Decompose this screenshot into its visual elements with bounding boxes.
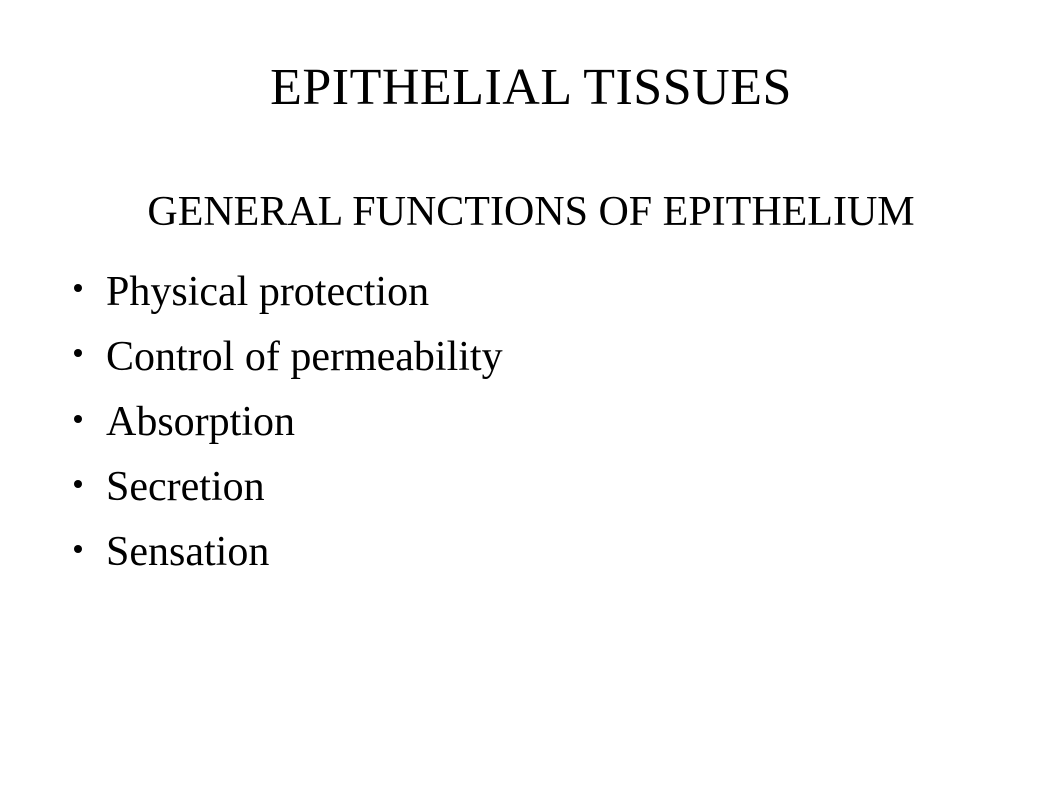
list-item: Sensation [64,520,1022,585]
slide-title: EPITHELIAL TISSUES [0,58,1062,117]
slide: EPITHELIAL TISSUES GENERAL FUNCTIONS OF … [0,0,1062,797]
slide-subtitle: GENERAL FUNCTIONS OF EPITHELIUM [0,188,1062,236]
list-item: Secretion [64,455,1022,520]
list-item: Physical protection [64,260,1022,325]
bullet-list: Physical protection Control of permeabil… [64,260,1022,585]
list-item: Absorption [64,390,1022,455]
list-item: Control of permeability [64,325,1022,390]
